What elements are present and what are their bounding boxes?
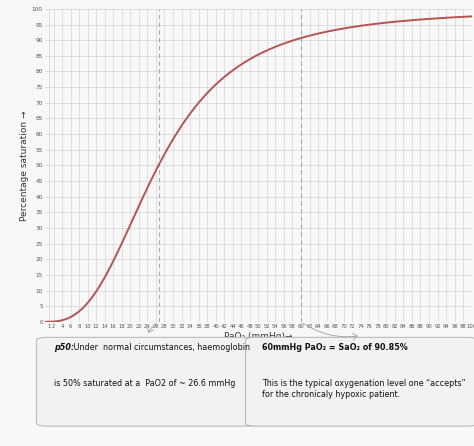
- FancyBboxPatch shape: [246, 337, 474, 426]
- Text: is 50% saturated at a  PaO2 of ~ 26.6 mmHg: is 50% saturated at a PaO2 of ~ 26.6 mmH…: [55, 380, 236, 388]
- Y-axis label: Percentage saturation →: Percentage saturation →: [20, 110, 29, 221]
- FancyBboxPatch shape: [36, 337, 261, 426]
- Text: This is the typical oxygenation level one “accepts”
for the chronicaly hypoxic p: This is the typical oxygenation level on…: [262, 380, 465, 399]
- X-axis label: PaO₂ (mmHg)→: PaO₂ (mmHg)→: [224, 332, 292, 341]
- Text: Under  normal circumstances, haemoglobin: Under normal circumstances, haemoglobin: [71, 343, 250, 351]
- Text: 60mmHg PaO₂ = SaO₂ of 90.85%: 60mmHg PaO₂ = SaO₂ of 90.85%: [262, 343, 408, 351]
- Text: p50:: p50:: [55, 343, 75, 351]
